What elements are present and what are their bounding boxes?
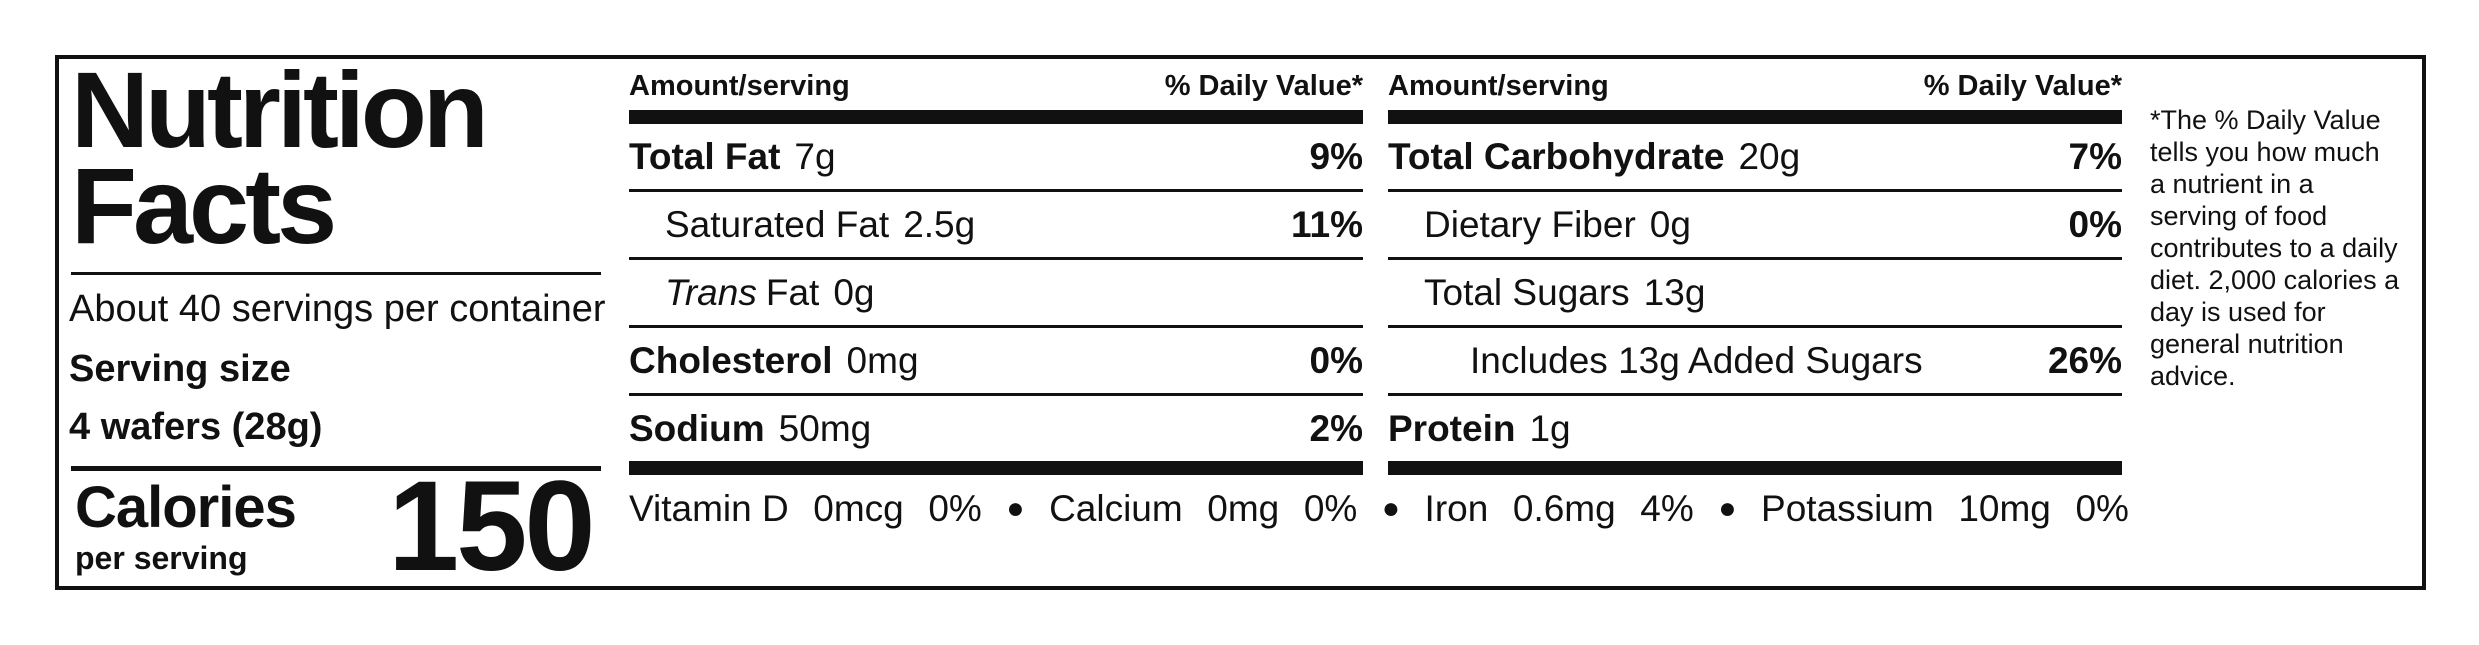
serving-size: 4 wafers (28g) bbox=[69, 406, 323, 448]
divider bbox=[71, 272, 601, 275]
nutrient-dv: 0% bbox=[2068, 203, 2122, 245]
nutrient-row: Sodium 50mg 2% bbox=[629, 396, 1363, 461]
vitamin-dv: 4% bbox=[1640, 488, 1694, 529]
vitamin-amount: 0mcg bbox=[813, 488, 904, 529]
thick-bar bbox=[629, 110, 1363, 124]
calories-label: Calories bbox=[75, 475, 297, 540]
nutrient-name: Saturated Fat bbox=[665, 203, 890, 245]
vitamin-amount: 0mg bbox=[1207, 488, 1280, 529]
nutrient-name: Total Fat bbox=[629, 135, 781, 177]
header-right: % Daily Value* bbox=[1164, 69, 1363, 102]
nutrient-name: Includes 13g Added Sugars bbox=[1470, 339, 1923, 381]
nutrient-dv: 26% bbox=[2047, 339, 2122, 381]
nutrient-amount: 0g bbox=[833, 271, 875, 313]
serving-size-label: Serving size bbox=[69, 348, 291, 390]
nutrient-row: Total Sugars 13g bbox=[1388, 260, 2122, 328]
nutrient-dv: 0% bbox=[1309, 339, 1363, 381]
nutrient-amount: 7g bbox=[794, 135, 836, 177]
nutrient-dv: 9% bbox=[1309, 135, 1363, 177]
bullet: ● bbox=[1381, 492, 1400, 525]
nutrient-row: Includes 13g Added Sugars 26% bbox=[1388, 328, 2122, 396]
nutrient-dv: 7% bbox=[2068, 135, 2122, 177]
nutrient-row: Total Carbohydrate 20g 7% bbox=[1388, 124, 2122, 192]
nutrient-name: Fat bbox=[765, 271, 820, 313]
nutrient-name: Total Carbohydrate bbox=[1388, 135, 1725, 177]
vitamin-name: Vitamin D bbox=[629, 488, 789, 529]
column-header: Amount/serving % Daily Value* bbox=[629, 62, 1363, 110]
nutrient-amount: 50mg bbox=[778, 407, 872, 449]
nutrient-row: Saturated Fat 2.5g 11% bbox=[629, 192, 1363, 260]
bullet: ● bbox=[1006, 492, 1025, 525]
nutrient-dv: 11% bbox=[1290, 203, 1363, 245]
vitamin-dv: 0% bbox=[1303, 488, 1358, 529]
divider bbox=[71, 466, 601, 471]
nutrient-row: Total Fat 7g 9% bbox=[629, 124, 1363, 192]
vitamin-name: Iron bbox=[1424, 488, 1489, 529]
nutrient-amount: 0mg bbox=[846, 339, 919, 381]
nutrient-row: Trans Fat 0g bbox=[629, 260, 1363, 328]
nutrient-amount: 0g bbox=[1649, 203, 1691, 245]
nutrient-amount: 1g bbox=[1529, 407, 1571, 449]
nutrient-amount: 20g bbox=[1738, 135, 1801, 177]
vitamins-line: Vitamin D 0mcg 0% ● Calcium 0mg 0% ● Iron 0.6… bbox=[629, 488, 2129, 530]
header-left: Amount/serving bbox=[1388, 69, 1609, 102]
footnote: *The % Daily Value tells you how much a … bbox=[2150, 105, 2400, 391]
nutrient-name: Cholesterol bbox=[629, 339, 833, 381]
thick-bar bbox=[629, 461, 1363, 475]
calories-value: 150 bbox=[388, 455, 596, 598]
nutrient-amount: 13g bbox=[1643, 271, 1706, 313]
nutrient-name: Total Sugars bbox=[1424, 271, 1630, 313]
vitamin-amount: 0.6mg bbox=[1512, 488, 1616, 529]
vitamin-amount: 10mg bbox=[1958, 488, 2051, 529]
vitamin-dv: 0% bbox=[2075, 488, 2129, 529]
header-left: Amount/serving bbox=[629, 69, 850, 102]
nutrient-column: Amount/serving % Daily Value* Total Carbo… bbox=[1388, 62, 2122, 475]
vitamin-dv: 0% bbox=[928, 488, 982, 529]
nutrient-name-italic: Trans bbox=[665, 271, 757, 313]
column-header: Amount/serving % Daily Value* bbox=[1388, 62, 2122, 110]
nutrient-row: Dietary Fiber 0g 0% bbox=[1388, 192, 2122, 260]
thick-bar bbox=[1388, 461, 2122, 475]
header-right: % Daily Value* bbox=[1923, 69, 2122, 102]
nutrient-name: Sodium bbox=[629, 407, 765, 449]
nutrient-dv: 2% bbox=[1309, 407, 1363, 449]
nutrient-name: Protein bbox=[1388, 407, 1516, 449]
servings: About 40 servings per container bbox=[69, 288, 606, 330]
nutrient-name: Dietary Fiber bbox=[1424, 203, 1636, 245]
vitamin-name: Potassium bbox=[1761, 488, 1934, 529]
vitamin-name: Calcium bbox=[1049, 488, 1183, 529]
title: Nutrition Facts bbox=[71, 49, 489, 266]
nutrient-amount: 2.5g bbox=[903, 203, 976, 245]
label-border bbox=[55, 55, 2426, 590]
thick-bar bbox=[1388, 110, 2122, 124]
nutrient-column: Amount/serving % Daily Value* Total Fat 7g… bbox=[629, 62, 1363, 475]
nutrient-row: Cholesterol 0mg 0% bbox=[629, 328, 1363, 396]
calories-sub: per serving bbox=[75, 540, 248, 576]
bullet: ● bbox=[1718, 492, 1737, 525]
nutrient-row: Protein 1g bbox=[1388, 396, 2122, 461]
